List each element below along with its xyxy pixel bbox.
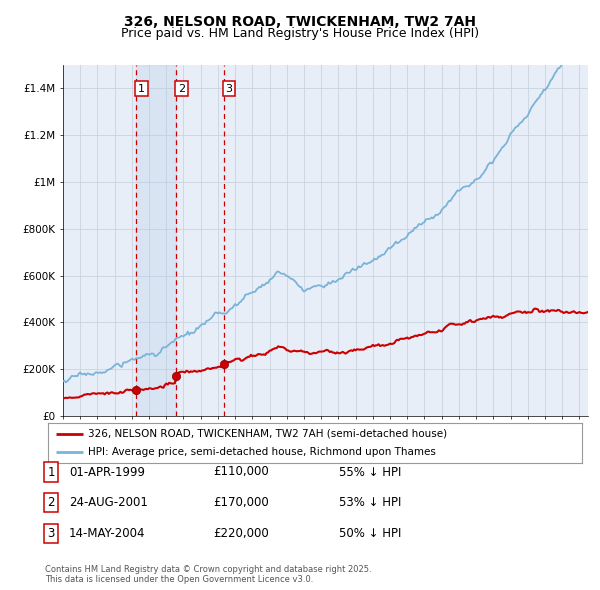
Text: 01-APR-1999: 01-APR-1999 [69, 466, 145, 478]
Text: 53% ↓ HPI: 53% ↓ HPI [339, 496, 401, 509]
Text: 1: 1 [47, 466, 55, 478]
Text: 326, NELSON ROAD, TWICKENHAM, TW2 7AH: 326, NELSON ROAD, TWICKENHAM, TW2 7AH [124, 15, 476, 29]
Text: 3: 3 [47, 527, 55, 540]
Text: 2: 2 [47, 496, 55, 509]
Text: 50% ↓ HPI: 50% ↓ HPI [339, 527, 401, 540]
Text: £220,000: £220,000 [213, 527, 269, 540]
Text: £110,000: £110,000 [213, 466, 269, 478]
Text: 55% ↓ HPI: 55% ↓ HPI [339, 466, 401, 478]
Text: 326, NELSON ROAD, TWICKENHAM, TW2 7AH (semi-detached house): 326, NELSON ROAD, TWICKENHAM, TW2 7AH (s… [88, 429, 447, 439]
Text: Price paid vs. HM Land Registry's House Price Index (HPI): Price paid vs. HM Land Registry's House … [121, 27, 479, 40]
Text: 3: 3 [226, 84, 232, 94]
Text: 1: 1 [138, 84, 145, 94]
Bar [136, 65, 176, 416]
Text: 24-AUG-2001: 24-AUG-2001 [69, 496, 148, 509]
Text: HPI: Average price, semi-detached house, Richmond upon Thames: HPI: Average price, semi-detached house,… [88, 447, 436, 457]
Text: 14-MAY-2004: 14-MAY-2004 [69, 527, 146, 540]
Text: £170,000: £170,000 [213, 496, 269, 509]
Text: 2: 2 [178, 84, 185, 94]
Text: Contains HM Land Registry data © Crown copyright and database right 2025.
This d: Contains HM Land Registry data © Crown c… [45, 565, 371, 584]
